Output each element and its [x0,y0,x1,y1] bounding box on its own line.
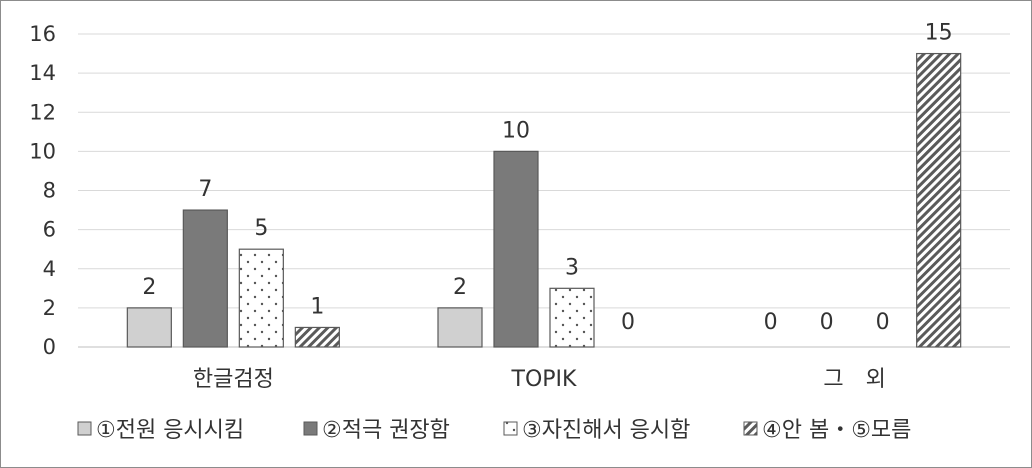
data-label: 0 [876,310,890,335]
bar-4 [294,326,340,348]
bar-2 [493,150,539,348]
legend-entry-1: ①전원 응시시킴 [96,418,244,443]
y-tick-label: 6 [43,218,56,242]
bars [126,52,962,348]
y-tick-label: 12 [29,100,56,124]
y-tick-label: 8 [43,179,56,203]
data-labels: 2 7 5 1 2 10 3 0 0 0 0 15 [142,21,952,335]
data-label: 0 [764,310,778,335]
data-label: 0 [820,310,834,335]
legend: ①전원 응시시킴 ②적극 권장함 ③자진해서 응시함 ④안 봄・⑤모름 [77,418,911,443]
category-label: 그 외 [823,367,885,392]
bar-4 [916,52,962,348]
legend-swatch-4 [743,421,758,436]
data-label: 2 [453,275,467,300]
legend-entry-2: ②적극 권장함 [322,418,450,443]
y-tick-label: 0 [43,335,56,359]
bar-1 [437,307,483,348]
legend-swatch-1 [77,421,92,436]
legend-swatch-2 [303,421,318,436]
bar-3 [549,287,595,348]
legend-entry-4: ④안 봄・⑤모름 [762,418,911,443]
data-label: 3 [565,255,579,280]
data-label: 1 [310,294,324,319]
y-axis-ticks: 0 2 4 6 8 10 12 14 16 [29,22,56,359]
bar-1 [126,307,172,348]
legend-swatch-3 [503,421,518,436]
y-tick-label: 2 [43,296,56,320]
data-label: 5 [254,216,268,241]
data-label: 0 [621,310,635,335]
y-tick-label: 4 [43,257,56,281]
bar-3 [238,248,284,348]
data-label: 2 [142,275,156,300]
data-label: 10 [502,118,530,143]
category-label: 한글검정 [193,367,274,392]
data-label: 15 [925,21,953,46]
grid-lines [78,33,1010,348]
category-label: TOPIK [511,367,578,392]
legend-entry-3: ③자진해서 응시함 [522,418,690,443]
y-tick-label: 10 [29,139,56,163]
data-label: 7 [198,177,212,202]
y-tick-label: 14 [29,61,56,85]
bar-2 [182,209,228,348]
y-tick-label: 16 [29,22,56,46]
category-labels: 한글검정 TOPIK 그 외 [193,367,886,392]
